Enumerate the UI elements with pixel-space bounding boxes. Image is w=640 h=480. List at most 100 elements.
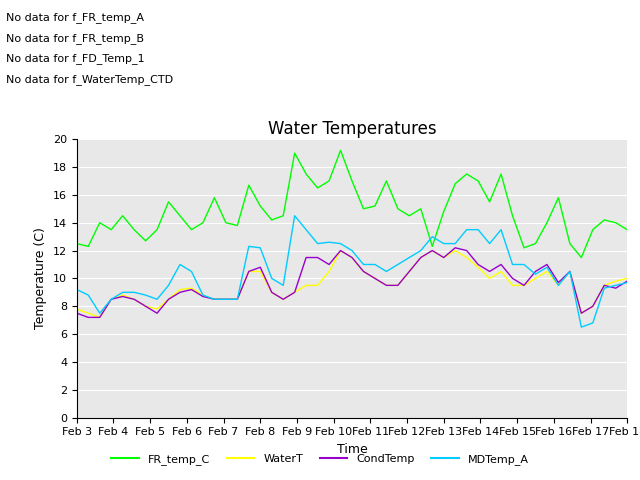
CondTemp (234, 296, 241, 302)
WaterT (509, 282, 516, 288)
WaterT (291, 289, 298, 295)
CondTemp (600, 282, 608, 288)
MDTemp_A (383, 269, 390, 275)
FR_temp_C (612, 220, 620, 226)
FR_temp_C (394, 206, 402, 212)
WaterT (486, 276, 493, 281)
MDTemp_A (188, 269, 195, 275)
CondTemp (428, 248, 436, 253)
FR_temp_C (325, 178, 333, 184)
MDTemp_A (451, 241, 459, 247)
WaterT (199, 292, 207, 298)
CondTemp (555, 280, 563, 286)
FR_temp_C (566, 241, 573, 247)
CondTemp (176, 289, 184, 295)
WaterT (623, 276, 631, 281)
MDTemp_A (302, 227, 310, 233)
WaterT (325, 269, 333, 275)
CondTemp (406, 269, 413, 275)
CondTemp (348, 254, 356, 260)
CondTemp (451, 245, 459, 251)
WaterT (96, 314, 104, 320)
FR_temp_C (360, 206, 367, 212)
CondTemp (497, 262, 505, 267)
CondTemp (509, 276, 516, 281)
WaterT (153, 306, 161, 312)
MDTemp_A (428, 234, 436, 240)
MDTemp_A (108, 296, 115, 302)
CondTemp (577, 310, 585, 316)
WaterT (406, 269, 413, 275)
CondTemp (337, 248, 344, 253)
MDTemp_A (268, 276, 276, 281)
MDTemp_A (509, 262, 516, 267)
MDTemp_A (555, 282, 563, 288)
WaterT (394, 282, 402, 288)
FR_temp_C (463, 171, 470, 177)
WaterT (348, 254, 356, 260)
FR_temp_C (280, 213, 287, 219)
CondTemp (566, 269, 573, 275)
WaterT (234, 296, 241, 302)
MDTemp_A (325, 240, 333, 245)
FR_temp_C (406, 213, 413, 219)
CondTemp (245, 269, 253, 275)
CondTemp (325, 262, 333, 267)
FR_temp_C (555, 195, 563, 201)
MDTemp_A (497, 227, 505, 233)
WaterT (474, 264, 482, 270)
Legend: FR_temp_C, WaterT, CondTemp, MDTemp_A: FR_temp_C, WaterT, CondTemp, MDTemp_A (106, 450, 534, 469)
FR_temp_C (589, 227, 596, 233)
MDTemp_A (440, 241, 447, 247)
FR_temp_C (142, 238, 150, 244)
WaterT (108, 296, 115, 302)
CondTemp (532, 269, 540, 275)
FR_temp_C (211, 195, 218, 201)
CondTemp (257, 264, 264, 270)
MDTemp_A (314, 241, 321, 247)
CondTemp (73, 310, 81, 316)
CondTemp (131, 296, 138, 302)
WaterT (463, 254, 470, 260)
FR_temp_C (108, 227, 115, 233)
MDTemp_A (417, 248, 425, 253)
FR_temp_C (486, 199, 493, 205)
MDTemp_A (142, 292, 150, 298)
FR_temp_C (176, 213, 184, 219)
WaterT (142, 303, 150, 309)
FR_temp_C (96, 220, 104, 226)
WaterT (280, 296, 287, 302)
FR_temp_C (623, 227, 631, 233)
FR_temp_C (440, 209, 447, 215)
WaterT (440, 254, 447, 260)
CondTemp (589, 303, 596, 309)
MDTemp_A (199, 292, 207, 298)
WaterT (417, 254, 425, 260)
MDTemp_A (577, 324, 585, 330)
WaterT (119, 292, 127, 298)
MDTemp_A (153, 296, 161, 302)
WaterT (314, 282, 321, 288)
CondTemp (612, 285, 620, 291)
MDTemp_A (612, 282, 620, 288)
MDTemp_A (394, 262, 402, 267)
Y-axis label: Temperature (C): Temperature (C) (35, 228, 47, 329)
CondTemp (211, 296, 218, 302)
FR_temp_C (520, 245, 528, 251)
WaterT (131, 296, 138, 302)
WaterT (497, 269, 505, 275)
MDTemp_A (589, 320, 596, 326)
FR_temp_C (532, 241, 540, 247)
FR_temp_C (497, 171, 505, 177)
Line: WaterT: WaterT (77, 251, 627, 317)
CondTemp (222, 296, 230, 302)
FR_temp_C (245, 182, 253, 188)
FR_temp_C (84, 243, 92, 249)
Text: No data for f_FR_temp_A: No data for f_FR_temp_A (6, 12, 145, 23)
CondTemp (142, 303, 150, 309)
CondTemp (463, 248, 470, 253)
CondTemp (96, 314, 104, 320)
CondTemp (543, 262, 551, 267)
Line: MDTemp_A: MDTemp_A (77, 216, 627, 327)
MDTemp_A (222, 296, 230, 302)
